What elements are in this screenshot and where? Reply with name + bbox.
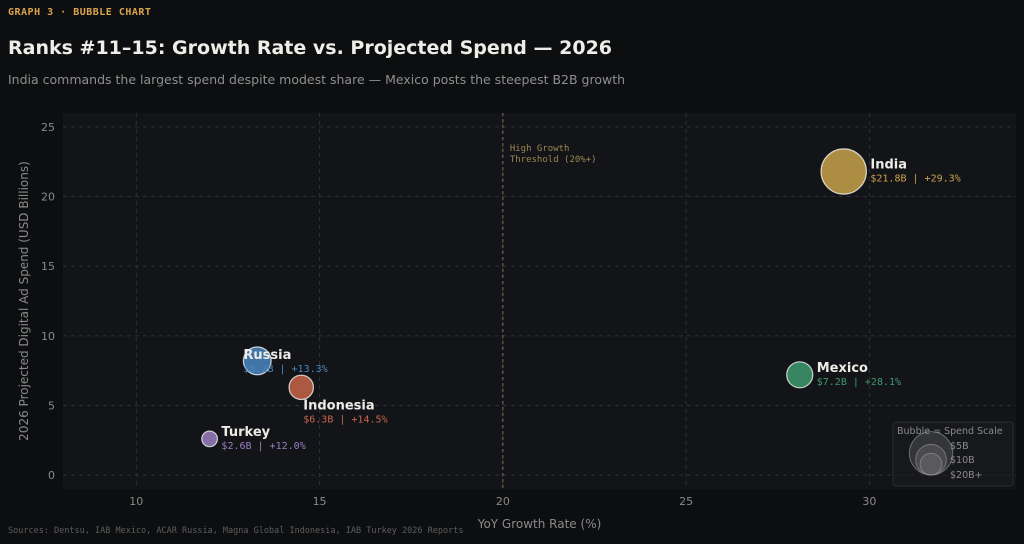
bubble-mexico [786,361,814,389]
bubble-russia [242,346,272,376]
bubble-label-india: India [870,157,907,172]
x-tick-label: 20 [496,495,510,508]
x-axis-label: YoY Growth Rate (%) [477,517,602,531]
x-tick-label: 10 [129,495,143,508]
chart-title: Ranks #11–15: Growth Rate vs. Projected … [8,37,613,59]
chart-subtitle: India commands the largest spend despite… [8,72,626,87]
bubble-value-india: $21.8B | +29.3% [870,173,960,184]
bubble-indonesia [288,374,315,401]
bubble-value-indonesia: $6.3B | +14.5% [303,415,387,426]
bubble-label-indonesia: Indonesia [303,399,374,414]
bubble-india [820,148,867,195]
legend-item-label: $10B [950,455,975,466]
legend-bubble [919,452,943,476]
x-tick-label: 15 [313,495,327,508]
threshold-label-line2: Threshold (20%+) [510,155,597,165]
y-tick-label: 0 [48,469,55,482]
legend-item-label: $20B+ [950,470,983,481]
y-tick-label: 15 [41,260,55,273]
bubble-turkey [201,430,219,448]
bubble-value-turkey: $2.6B | +12.0% [221,441,305,452]
x-tick-label: 30 [862,495,876,508]
legend-title: Bubble = Spend Scale [897,426,1003,437]
legend-item-label: $5B [950,441,969,452]
bubble-label-turkey: Turkey [221,425,270,440]
bubble-label-mexico: Mexico [817,361,868,376]
y-tick-label: 25 [41,121,55,134]
threshold-label-line1: High Growth [510,144,570,154]
y-axis-label: 2026 Projected Digital Ad Spend (USD Bil… [17,161,31,441]
bubble-label-russia: Russia [243,348,291,363]
chart-eyebrow: GRAPH 3 · BUBBLE CHART [8,7,152,18]
y-tick-label: 10 [41,330,55,343]
sources-note: Sources: Dentsu, IAB Mexico, ACAR Russia… [8,526,464,536]
bubble-value-mexico: $7.2B | +28.1% [817,377,901,388]
y-tick-label: 5 [48,399,55,412]
y-tick-label: 20 [41,191,55,204]
bubble-value-russia: $8.2B | +13.3% [243,364,327,375]
x-tick-label: 25 [679,495,693,508]
